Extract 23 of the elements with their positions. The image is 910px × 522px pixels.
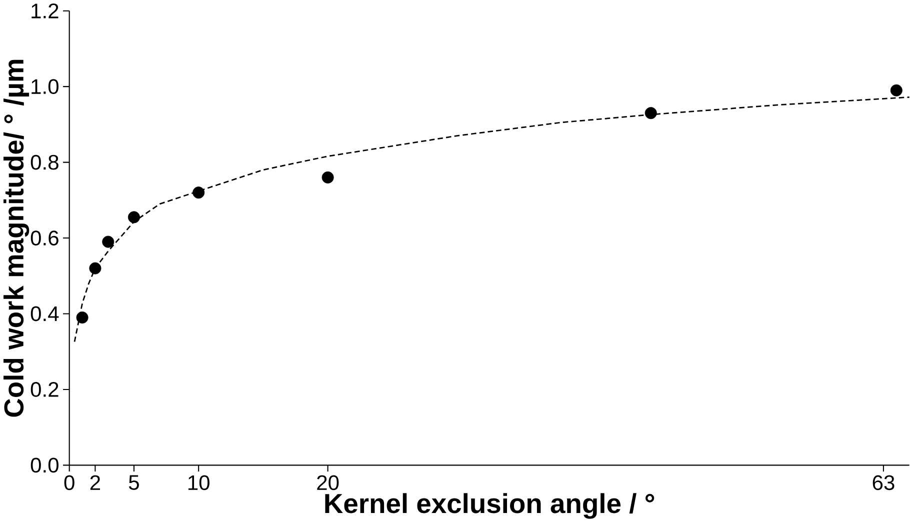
point [322,171,334,184]
x-tick-label: 5 [128,475,139,490]
y-tick-label: 0.6 [30,230,58,246]
y-tick-label: 0.4 [30,306,59,322]
x-tick-label: 10 [188,475,210,490]
x-tick-label: 20 [317,475,339,490]
point [128,211,140,224]
point [102,236,114,248]
x-tick-label: 0 [64,475,74,490]
y-axis-title: Cold work magnitude/ ° /µm [4,60,30,417]
y-tick-label: 1.0 [32,78,58,94]
y-tick-label: 0.2 [30,382,58,397]
x-tick-label: 63 [872,475,894,490]
point [890,84,902,96]
point [644,106,657,119]
x-tick-label: 2 [90,475,100,490]
x-axis-title: Kernel exclusion angle / ° [325,493,654,519]
point [76,311,88,324]
point [89,262,102,274]
point [192,186,205,198]
y-tick-label: 0.8 [30,154,58,170]
y-tick-label: 1.2 [32,3,58,18]
y-tick-label: 0.0 [30,458,58,472]
